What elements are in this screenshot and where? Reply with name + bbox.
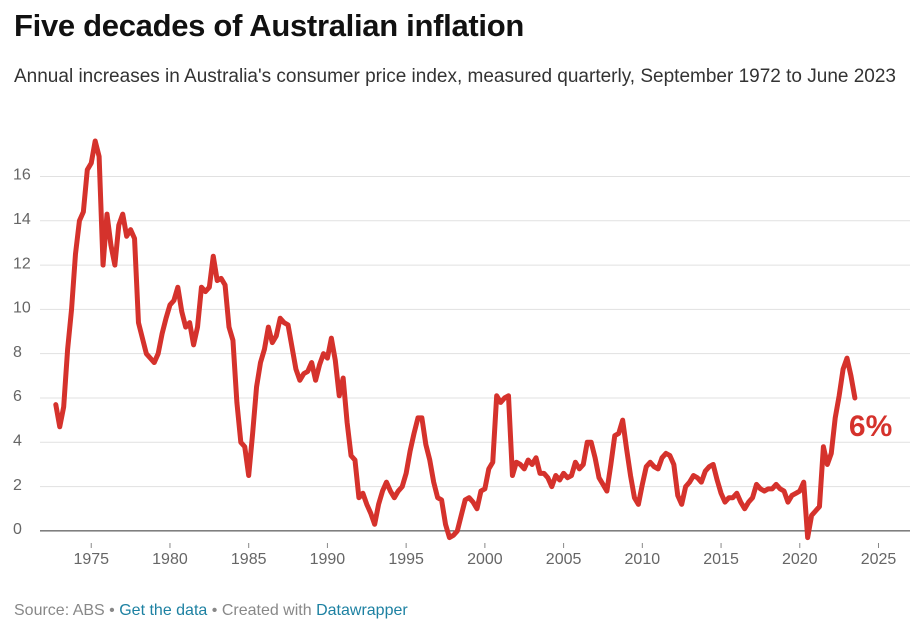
credit-link[interactable]: Datawrapper bbox=[316, 602, 408, 619]
separator: • bbox=[109, 602, 115, 619]
separator: • bbox=[211, 602, 218, 619]
footer: Source: ABS • Get the data • Created wit… bbox=[14, 602, 408, 620]
x-tick-label: 1985 bbox=[231, 551, 267, 568]
x-tick-label: 1975 bbox=[73, 551, 109, 568]
y-tick-label: 10 bbox=[13, 300, 31, 317]
y-tick-label: 14 bbox=[13, 211, 31, 228]
end-label: 6% bbox=[849, 410, 892, 443]
y-tick-label: 12 bbox=[13, 255, 31, 272]
y-tick-label: 6 bbox=[13, 388, 22, 405]
credit: Created with bbox=[221, 602, 312, 619]
x-tick-label: 2015 bbox=[703, 551, 739, 568]
x-tick-label: 2005 bbox=[546, 551, 582, 568]
x-tick-label: 2025 bbox=[861, 551, 897, 568]
chart-title: Five decades of Australian inflation bbox=[14, 8, 524, 43]
x-tick-label: 2020 bbox=[782, 551, 818, 568]
x-tick-label: 2010 bbox=[625, 551, 661, 568]
source: Source: ABS bbox=[14, 602, 105, 619]
x-tick-label: 1990 bbox=[310, 551, 346, 568]
y-tick-label: 8 bbox=[13, 344, 22, 361]
line bbox=[53, 138, 858, 541]
x-tick-label: 1995 bbox=[388, 551, 424, 568]
y-tick-label: 2 bbox=[13, 477, 22, 494]
x-tick-label: 2000 bbox=[467, 551, 503, 568]
y-tick-label: 0 bbox=[13, 521, 22, 538]
y-tick-label: 16 bbox=[13, 167, 31, 184]
x-tick-label: 1980 bbox=[152, 551, 188, 568]
chart-subtitle: Annual increases in Australia's consumer… bbox=[14, 66, 896, 87]
data-link[interactable]: Get the data bbox=[119, 602, 208, 619]
y-tick-label: 4 bbox=[13, 433, 22, 450]
